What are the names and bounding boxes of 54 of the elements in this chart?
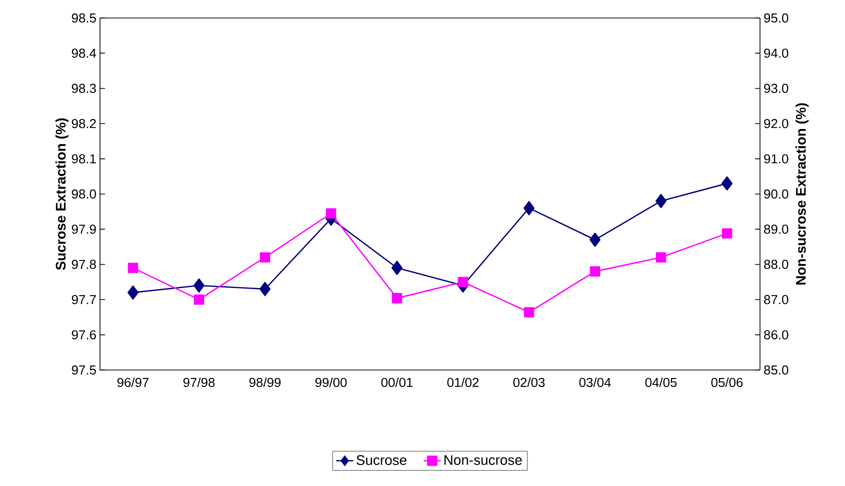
point xyxy=(722,176,733,191)
point xyxy=(722,228,732,239)
y2-tick-label: 87.0 xyxy=(764,295,788,304)
y-axis-title: Sucrose Extraction (%) xyxy=(55,118,68,270)
y-tick-label: 97.5 xyxy=(72,365,96,375)
x-tick-label: 04/05 xyxy=(645,378,677,388)
point xyxy=(194,294,204,305)
y-tick-label: 98.2 xyxy=(72,119,96,128)
legend-label: Sucrose xyxy=(356,455,406,466)
point xyxy=(524,200,535,216)
point xyxy=(259,282,271,296)
y-tick-label: 97.7 xyxy=(72,295,96,304)
point xyxy=(656,194,667,208)
point xyxy=(128,262,138,274)
y2-axis-title: Non-sucrose Extraction (%) xyxy=(796,103,809,285)
point xyxy=(590,232,601,247)
y2-tick-label: 95.0 xyxy=(764,13,788,23)
point xyxy=(524,307,534,318)
y2-tick-label: 92.0 xyxy=(764,119,788,128)
y2-tick-label: 85.0 xyxy=(764,365,788,375)
point xyxy=(260,252,270,262)
x-tick-label: 97/98 xyxy=(183,378,215,388)
y-tick-label: 98.1 xyxy=(72,154,96,164)
y-tick-label: 98.0 xyxy=(72,189,96,199)
y-tick-label: 98.4 xyxy=(72,48,96,58)
y2-tick-label: 89.0 xyxy=(764,224,788,234)
x-tick-label: 00/01 xyxy=(381,378,413,388)
y2-tick-label: 88.0 xyxy=(764,260,788,269)
y-tick-label: 97.9 xyxy=(72,224,96,234)
y2-tick-label: 93.0 xyxy=(764,84,788,93)
y-tick-label: 98.5 xyxy=(72,13,96,23)
legend-label: Non-sucrose xyxy=(444,455,522,465)
point xyxy=(656,252,666,262)
point xyxy=(193,278,205,293)
point xyxy=(392,260,403,276)
y2-tick-label: 90.0 xyxy=(764,189,788,199)
point xyxy=(127,285,139,300)
x-tick-label: 96/97 xyxy=(117,378,149,388)
x-tick-label: 01/02 xyxy=(447,378,479,388)
y2-tick-label: 86.0 xyxy=(764,330,788,340)
point xyxy=(458,276,468,288)
point xyxy=(326,208,336,218)
y-tick-label: 98.3 xyxy=(72,84,96,93)
x-tick-label: 99/00 xyxy=(315,378,347,388)
point xyxy=(590,266,600,277)
y-tick-label: 97.8 xyxy=(72,260,96,269)
x-tick-label: 98/99 xyxy=(249,378,281,388)
y-tick-label: 97.6 xyxy=(72,330,96,340)
x-tick-label: 03/04 xyxy=(579,378,611,388)
x-tick-label: 02/03 xyxy=(513,378,545,388)
point xyxy=(392,293,402,304)
x-tick-label: 05/06 xyxy=(711,378,743,388)
y2-tick-label: 91.0 xyxy=(764,154,788,164)
y2-tick-label: 94.0 xyxy=(764,48,788,58)
